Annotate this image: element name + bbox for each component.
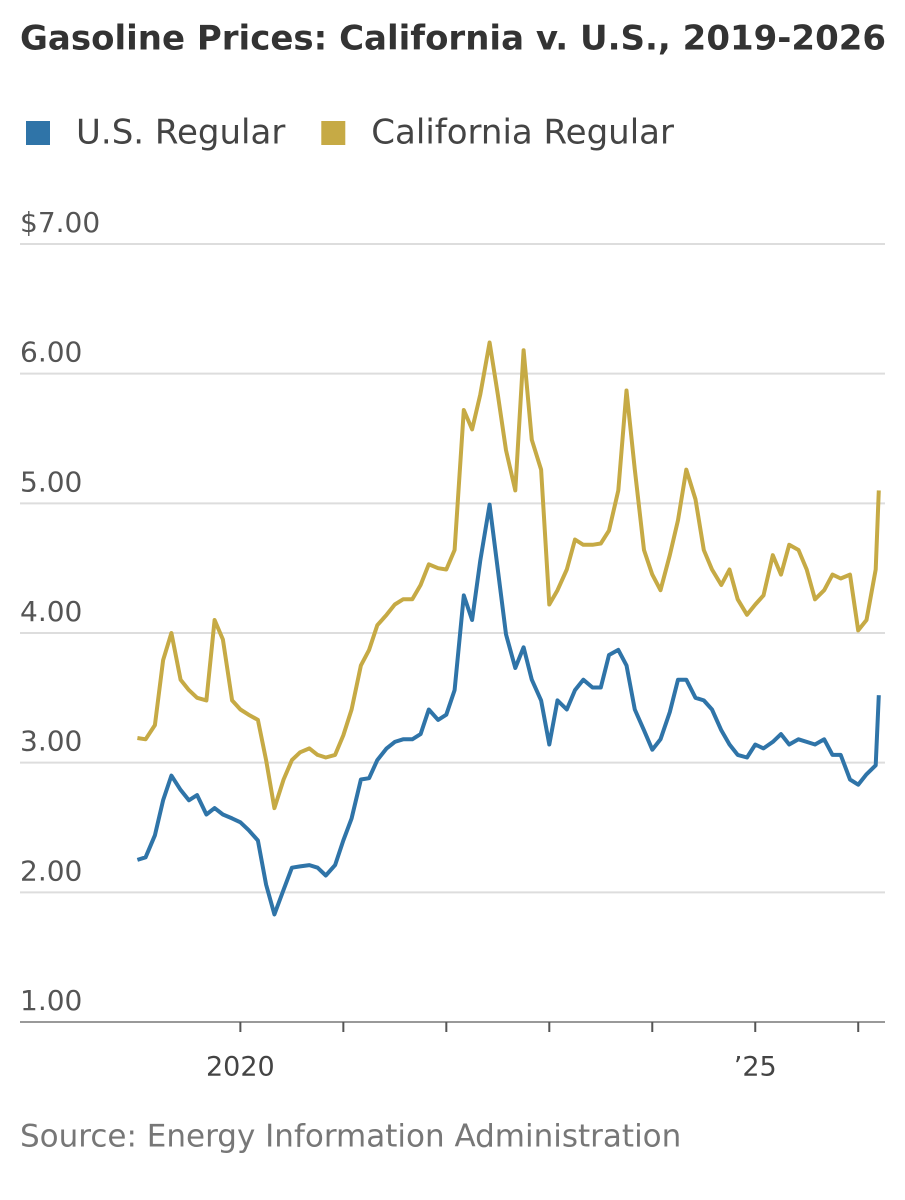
series-line xyxy=(137,340,881,811)
chart-title: Gasoline Prices: California v. U.S., 201… xyxy=(20,19,886,59)
series-line xyxy=(136,502,881,917)
y-tick-label: 2.00 xyxy=(20,854,82,887)
x-tick-label: ’25 xyxy=(734,1052,777,1083)
legend-swatch xyxy=(321,121,346,145)
y-tick-label: 3.00 xyxy=(20,725,82,758)
y-tick-label: $7.00 xyxy=(20,206,100,239)
legend-swatch xyxy=(26,121,50,145)
source: Source: Energy Information Administratio… xyxy=(20,1119,681,1155)
legend-label: U.S. Regular xyxy=(76,113,285,153)
y-tick-label: 4.00 xyxy=(20,595,82,628)
legend-label: California Regular xyxy=(371,113,674,153)
y-tick-label: 6.00 xyxy=(20,336,82,369)
x-tick-label: 2020 xyxy=(206,1052,275,1083)
y-tick-label: 5.00 xyxy=(20,465,82,498)
y-tick-label: 1.00 xyxy=(20,984,82,1017)
